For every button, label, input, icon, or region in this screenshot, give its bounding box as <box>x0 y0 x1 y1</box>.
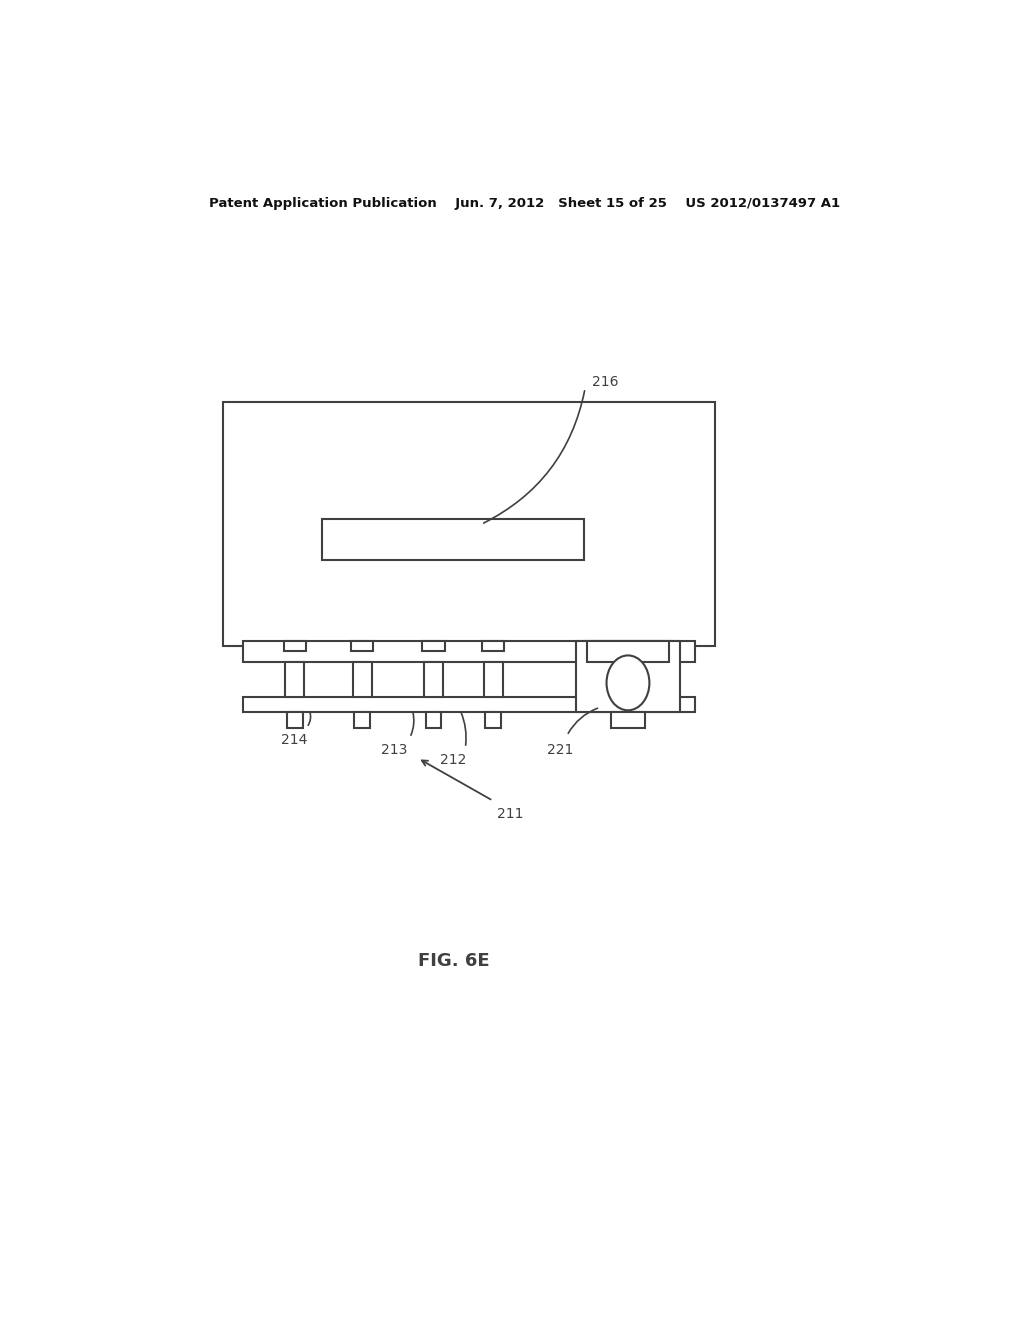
Circle shape <box>606 656 649 710</box>
Bar <box>223 403 715 647</box>
Bar <box>287 713 303 727</box>
Bar <box>424 661 443 697</box>
Text: 221: 221 <box>547 743 573 756</box>
Text: Patent Application Publication    Jun. 7, 2012   Sheet 15 of 25    US 2012/01374: Patent Application Publication Jun. 7, 2… <box>209 197 841 210</box>
Bar <box>243 697 695 713</box>
Bar <box>354 713 370 727</box>
Bar <box>284 642 306 651</box>
Bar <box>577 642 680 713</box>
Text: FIG. 6E: FIG. 6E <box>418 952 489 970</box>
Bar <box>243 642 695 661</box>
Bar <box>485 713 501 727</box>
Bar <box>323 519 585 560</box>
Text: 213: 213 <box>381 743 408 756</box>
Bar <box>423 642 444 651</box>
Text: 211: 211 <box>497 807 523 821</box>
Bar <box>587 642 670 661</box>
Text: 212: 212 <box>440 752 467 767</box>
Bar <box>352 661 372 697</box>
Bar <box>483 661 503 697</box>
Bar <box>426 713 441 727</box>
Bar <box>482 642 504 651</box>
Text: 214: 214 <box>282 733 308 747</box>
Bar <box>285 661 304 697</box>
Text: 216: 216 <box>592 375 618 389</box>
Bar <box>351 642 373 651</box>
Bar <box>610 713 645 727</box>
